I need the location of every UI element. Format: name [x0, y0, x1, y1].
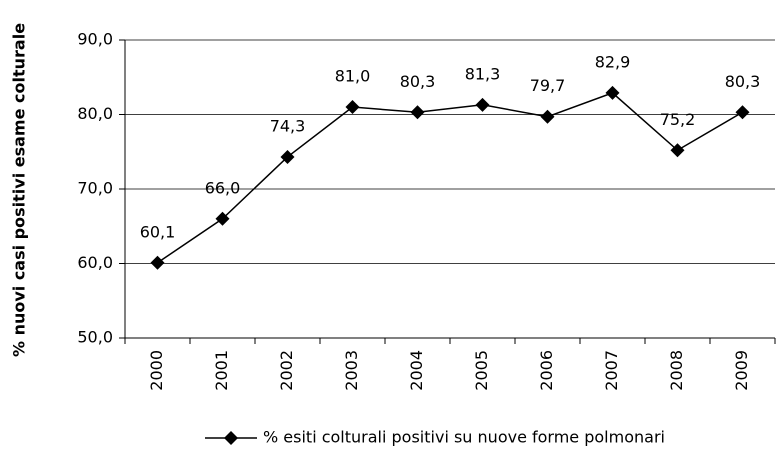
x-tick-label: 2002	[277, 350, 296, 391]
data-label: 81,0	[335, 67, 371, 86]
y-tick-label: 70,0	[77, 179, 113, 198]
data-point	[540, 109, 555, 124]
data-point	[670, 143, 685, 158]
legend-label: % esiti colturali positivi su nuove form…	[263, 428, 665, 447]
data-label: 82,9	[595, 52, 631, 71]
data-label: 80,3	[725, 72, 761, 91]
data-point	[345, 100, 360, 115]
data-point	[605, 85, 620, 100]
series-line	[157, 92, 743, 264]
data-point	[280, 149, 295, 164]
x-tick-label: 2003	[342, 350, 361, 391]
data-point	[410, 105, 425, 120]
y-tick-label: 90,0	[77, 30, 113, 49]
x-tick-label: 2006	[537, 350, 556, 391]
legend-marker	[224, 431, 238, 445]
y-tick-label: 80,0	[77, 104, 113, 123]
x-tick-label: 2009	[732, 350, 751, 391]
y-tick-label: 50,0	[77, 328, 113, 347]
x-tick-label: 2000	[147, 350, 166, 391]
x-tick-label: 2008	[667, 350, 686, 391]
y-axis-label: % nuovi casi positivi esame colturale	[10, 23, 29, 357]
data-point	[215, 211, 230, 226]
x-tick-label: 2001	[212, 350, 231, 391]
x-tick-label: 2005	[472, 350, 491, 391]
data-point	[150, 255, 165, 270]
data-label: 81,3	[465, 64, 501, 83]
data-label: 79,7	[530, 76, 566, 95]
x-tick-label: 2004	[407, 350, 426, 391]
data-label: 60,1	[140, 222, 176, 241]
data-label: 75,2	[660, 110, 696, 129]
y-tick-label: 60,0	[77, 253, 113, 272]
data-point	[475, 97, 490, 112]
data-label: 66,0	[205, 178, 241, 197]
data-point	[735, 105, 750, 120]
data-label: 74,3	[270, 116, 306, 135]
data-label: 80,3	[400, 72, 436, 91]
x-tick-label: 2007	[602, 350, 621, 391]
